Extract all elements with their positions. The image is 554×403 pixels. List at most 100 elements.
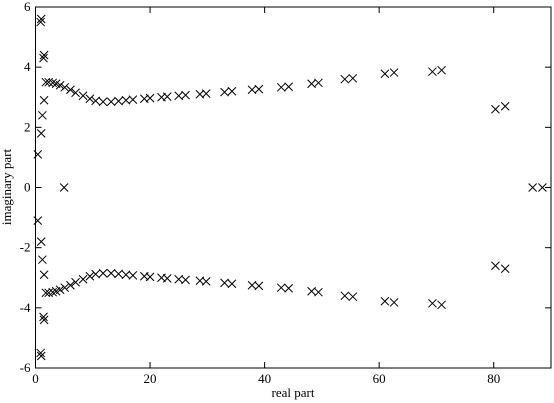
x-tick-label: 80 <box>487 371 500 386</box>
y-tick-label: 6 <box>24 0 31 14</box>
marker <box>55 80 65 90</box>
marker <box>314 78 323 88</box>
marker <box>145 93 155 103</box>
marker <box>39 53 48 63</box>
marker <box>174 91 184 101</box>
marker <box>227 86 237 96</box>
marker <box>44 77 54 87</box>
marker <box>428 67 437 77</box>
plot-frame <box>35 6 552 369</box>
marker <box>145 272 155 282</box>
marker <box>66 280 75 290</box>
marker <box>91 96 100 106</box>
marker <box>162 92 172 102</box>
marker <box>91 269 100 279</box>
marker <box>98 268 108 278</box>
marker <box>106 97 116 107</box>
marker <box>98 97 108 107</box>
marker <box>254 84 264 94</box>
marker <box>181 275 190 285</box>
marker <box>78 91 88 101</box>
marker <box>71 88 80 98</box>
marker <box>389 68 399 77</box>
y-tick-label: -2 <box>20 240 31 255</box>
marker <box>38 255 47 265</box>
marker <box>60 82 70 92</box>
marker <box>39 312 48 322</box>
marker <box>389 298 399 307</box>
marker <box>48 287 58 297</box>
marker <box>276 283 286 293</box>
marker <box>437 65 446 75</box>
marker <box>128 270 138 280</box>
marker <box>36 351 46 361</box>
marker <box>59 183 69 192</box>
marker <box>44 288 54 298</box>
marker <box>276 82 286 92</box>
marker <box>128 95 138 105</box>
marker <box>500 264 510 274</box>
marker <box>36 128 46 138</box>
marker <box>340 291 350 301</box>
x-axis-label: real part <box>272 385 315 400</box>
y-tick-label: 2 <box>24 119 31 134</box>
marker <box>39 315 49 325</box>
marker <box>201 89 211 98</box>
marker <box>85 94 95 104</box>
marker <box>201 277 211 286</box>
marker <box>247 85 257 95</box>
marker <box>66 85 75 95</box>
marker <box>437 300 446 310</box>
marker <box>500 101 510 111</box>
marker <box>174 274 184 284</box>
marker <box>39 50 49 60</box>
x-tick-label: 20 <box>144 371 157 386</box>
marker <box>114 269 123 279</box>
marker <box>33 216 43 225</box>
marker <box>428 298 437 308</box>
y-tick-label: -6 <box>20 360 31 375</box>
marker <box>380 69 390 79</box>
marker <box>55 285 65 295</box>
marker <box>284 82 294 92</box>
marker <box>340 74 350 84</box>
marker <box>284 283 294 293</box>
marker <box>538 183 547 192</box>
marker <box>254 281 264 291</box>
marker <box>348 292 358 302</box>
y-tick-label: -4 <box>20 300 31 315</box>
marker <box>491 261 500 271</box>
marker <box>36 17 46 27</box>
marker <box>220 278 229 288</box>
marker <box>162 273 172 283</box>
marker <box>528 183 538 192</box>
marker <box>71 277 80 287</box>
y-tick-label: 0 <box>24 180 31 195</box>
marker <box>39 270 49 280</box>
marker <box>220 87 229 97</box>
marker <box>348 73 358 83</box>
marker <box>33 150 43 159</box>
marker <box>121 95 131 105</box>
marker <box>60 283 70 293</box>
marker <box>78 274 88 284</box>
marker <box>247 280 257 290</box>
marker <box>85 271 95 281</box>
marker <box>48 78 58 88</box>
marker <box>181 90 190 100</box>
marker <box>114 96 123 106</box>
marker <box>36 237 46 247</box>
marker <box>227 279 237 289</box>
marker <box>41 77 51 87</box>
x-tick-label: 0 <box>32 371 39 386</box>
y-axis-label: imaginary part <box>0 149 14 226</box>
marker <box>36 348 46 358</box>
marker <box>36 14 46 24</box>
x-tick-label: 40 <box>258 371 271 386</box>
y-tick-label: 4 <box>24 59 31 74</box>
marker <box>38 110 47 120</box>
marker <box>41 288 51 298</box>
marker <box>491 104 500 114</box>
marker <box>106 268 116 278</box>
marker <box>380 296 390 306</box>
